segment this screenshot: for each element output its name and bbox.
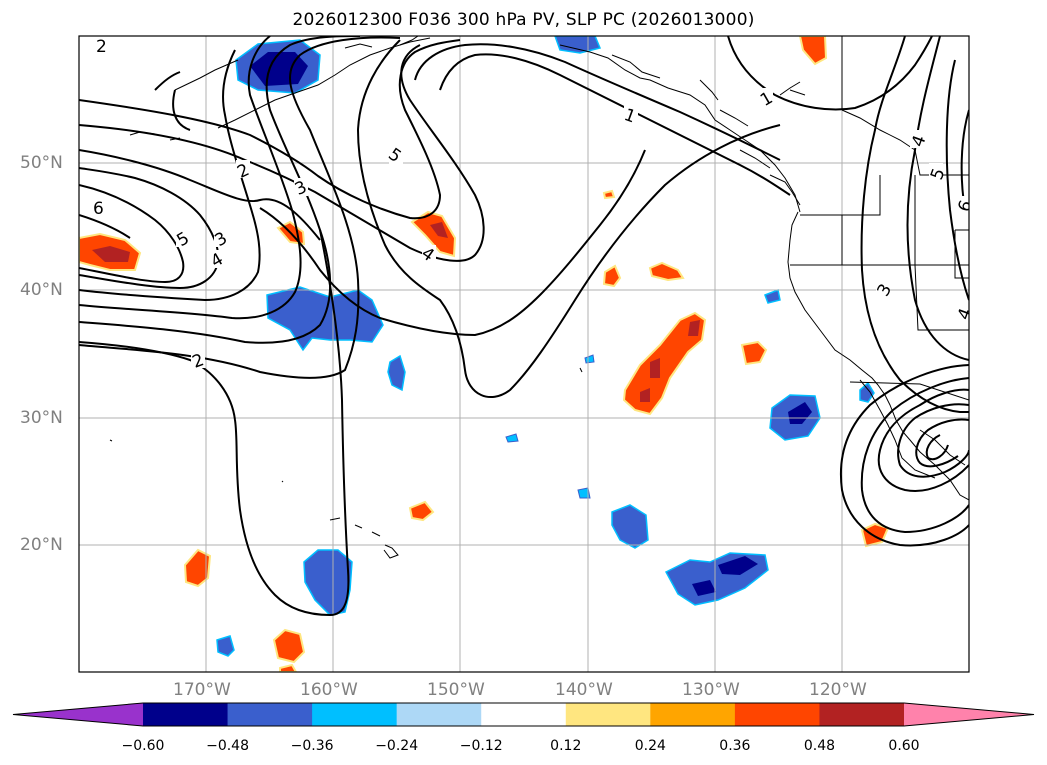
colorbar-tick-label: −0.48 <box>206 738 249 754</box>
colorbar-swatch <box>396 703 482 726</box>
colorbar-tick-label: 0.24 <box>634 738 666 754</box>
colorbar-extend-min <box>13 703 143 726</box>
contour-label: 6 <box>93 199 104 219</box>
colorbar-swatch <box>227 703 313 726</box>
pv-negative-blob <box>611 504 649 549</box>
pv-positive-blob <box>602 264 622 288</box>
pv-positive-blob <box>602 189 616 200</box>
x-tick-label: 170°W <box>173 680 231 700</box>
colorbar <box>12 702 1035 727</box>
pv-negative-blob <box>764 288 781 304</box>
colorbar-swatch <box>481 703 567 726</box>
colorbar-tick-label: −0.24 <box>375 738 419 754</box>
colorbar-swatch <box>650 703 736 726</box>
y-tick-label: 30°N <box>20 408 63 428</box>
pv-negative-blob <box>577 487 591 499</box>
pv-positive-core <box>430 222 448 238</box>
pv-positive-blob <box>740 340 768 366</box>
pv-positive-core <box>640 388 650 402</box>
colorbar-swatch <box>565 703 651 726</box>
colorbar-tick-label: −0.60 <box>121 738 165 754</box>
map-gridlines <box>79 36 969 672</box>
colorbar-swatch <box>734 703 820 726</box>
y-tick-label: 20°N <box>20 535 63 555</box>
colorbar-outline <box>12 702 1035 727</box>
colorbar-swatch <box>143 703 229 726</box>
colorbar-tick-label: 0.36 <box>719 738 751 754</box>
pv-negative-blob <box>303 549 353 616</box>
x-tick-label: 140°W <box>555 680 613 700</box>
pv-negative-core <box>692 580 716 596</box>
pv-positive-blob <box>410 210 457 258</box>
pv-positive-blob <box>798 36 828 66</box>
colorbar-tick-label: 0.48 <box>803 738 836 754</box>
pv-negative-blob <box>505 433 519 443</box>
pv-positive-blob <box>183 548 212 588</box>
x-tick-label: 120°W <box>809 680 867 700</box>
colorbar-tick-label: −0.12 <box>459 738 503 754</box>
contour-label: 1 <box>757 88 776 111</box>
pv-negative-core <box>250 52 308 86</box>
pv-positive-blob <box>648 261 685 282</box>
pv-negative-blob <box>216 635 235 657</box>
pv-negative-blob <box>554 36 602 54</box>
y-tick-label: 50°N <box>20 153 63 173</box>
x-tick-label: 160°W <box>300 680 358 700</box>
pv-positive-core <box>688 320 700 336</box>
chart-title: 2026012300 F036 300 hPa PV, SLP PC (2026… <box>292 10 755 30</box>
contour-label: 2 <box>96 37 107 57</box>
x-tick-label: 130°W <box>682 680 740 700</box>
pv-positive-blob <box>408 500 435 522</box>
colorbar-swatch <box>819 703 905 726</box>
colorbar-tick-label: 0.12 <box>550 738 582 754</box>
colorbar-tick-label: 0.60 <box>888 738 920 754</box>
colorbar-tick-label: −0.36 <box>290 738 334 754</box>
colorbar-swatch <box>312 703 398 726</box>
pv-positive-blob <box>622 311 707 416</box>
contour-labels: 2 6 5 3 4 2 2 3 5 4 1 1 4 5 <box>92 37 969 373</box>
y-tick-label: 40°N <box>20 280 63 300</box>
x-tick-label: 150°W <box>427 680 485 700</box>
pv-positive-core <box>650 358 660 378</box>
slp-contours <box>79 36 969 616</box>
pv-positive-core <box>92 246 130 262</box>
pv-positive-blob <box>272 628 306 664</box>
pv-negative-blob <box>859 381 875 403</box>
pv-negative-blob <box>387 354 406 392</box>
pv-negative-blob <box>584 354 595 364</box>
colorbar-extend-max <box>904 703 1034 726</box>
pv-positive-blob <box>279 663 298 672</box>
pv-negative-core <box>718 556 758 575</box>
map-frame <box>78 35 970 673</box>
